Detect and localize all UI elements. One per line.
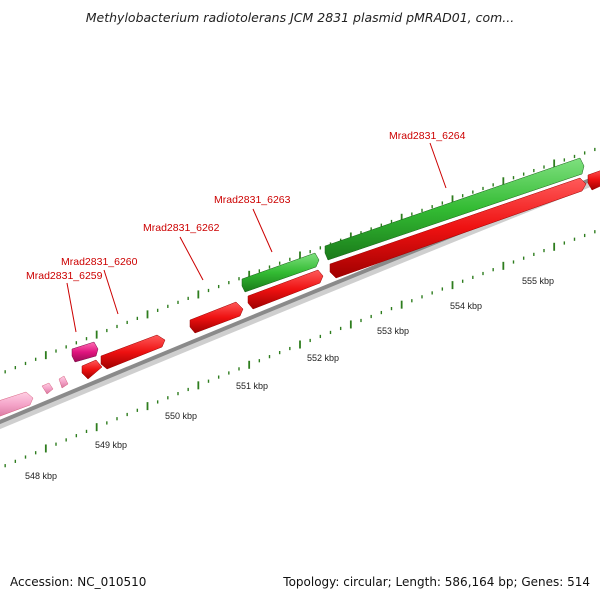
gene-label[interactable]: Mrad2831_6263 (214, 194, 291, 206)
gene-feature[interactable] (247, 269, 324, 310)
scale-label: 552 kbp (307, 353, 339, 363)
topology-summary: Topology: circular; Length: 586,164 bp; … (283, 575, 590, 589)
scale-label: 551 kbp (236, 381, 268, 391)
gene-feature[interactable] (81, 359, 103, 380)
map-title: Methylobacterium radiotolerans JCM 2831 … (85, 10, 515, 25)
gene-feature[interactable] (241, 252, 320, 293)
gene-features (0, 157, 600, 418)
scale-label: 549 kbp (95, 440, 127, 450)
outer-tick-scale (4, 147, 596, 374)
scale-label: 554 kbp (450, 301, 482, 311)
gene-label[interactable]: Mrad2831_6262 (143, 222, 220, 234)
label-leaders (66, 142, 447, 333)
gene-label[interactable]: Mrad2831_6260 (61, 256, 138, 268)
accession-text: Accession: NC_010510 (10, 575, 147, 589)
gene-feature[interactable] (189, 301, 244, 334)
gene-label[interactable]: Mrad2831_6259 (26, 270, 103, 282)
scale-label: 548 kbp (25, 471, 57, 481)
gene-feature[interactable] (41, 382, 54, 395)
gene-feature[interactable] (71, 341, 99, 363)
scale-label: 550 kbp (165, 411, 197, 421)
gene-feature[interactable] (58, 375, 69, 389)
scale-label: 555 kbp (522, 276, 554, 286)
gene-feature[interactable] (329, 177, 587, 279)
gene-feature[interactable] (0, 391, 34, 418)
gene-feature[interactable] (587, 169, 600, 191)
scale-label: 553 kbp (377, 326, 409, 336)
scale-labels: 548 kbp 549 kbp 550 kbp 551 kbp 552 kbp … (25, 276, 554, 481)
gene-label[interactable]: Mrad2831_6264 (389, 130, 466, 142)
gene-feature[interactable] (100, 334, 166, 370)
gene-labels: Mrad2831_6259 Mrad2831_6260 Mrad2831_626… (26, 130, 466, 282)
gene-feature[interactable] (324, 157, 585, 261)
inner-tick-scale (4, 230, 596, 468)
